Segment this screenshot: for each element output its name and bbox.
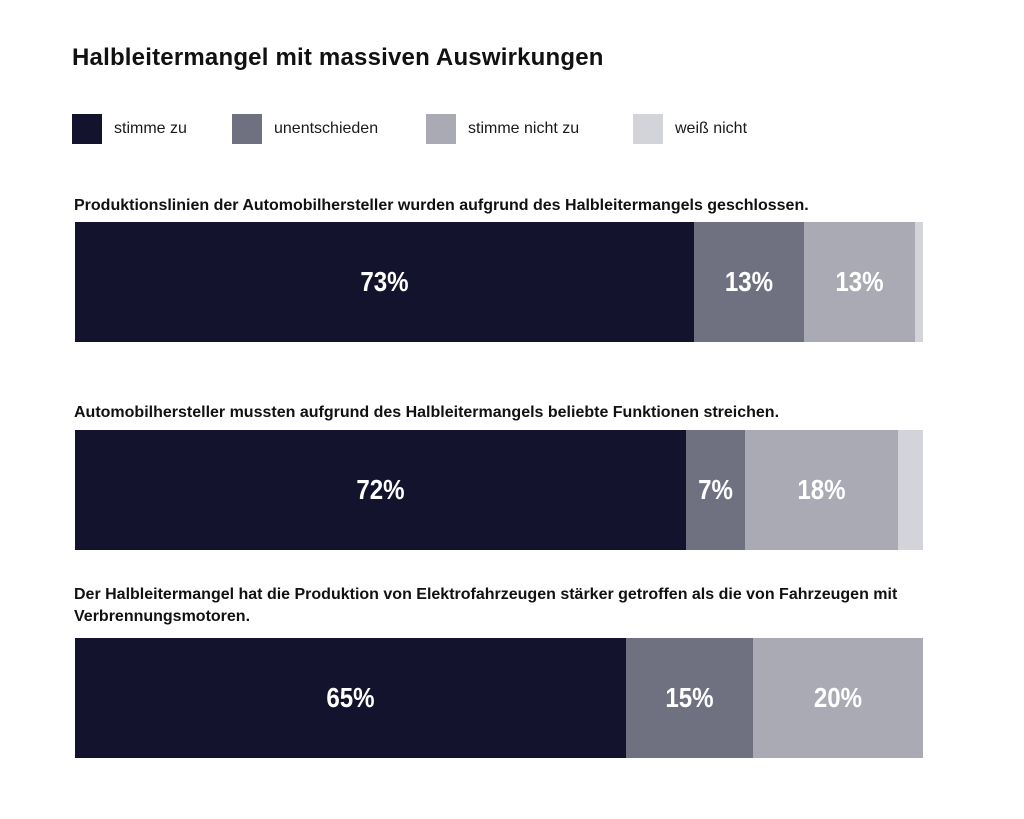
bar-segment-2-stimme-nicht-zu xyxy=(745,430,898,550)
stacked-bar-3: 65% 15% 20% xyxy=(75,638,923,758)
data-label-1-unentschieden: 13% xyxy=(724,266,774,297)
question-1: Produktionslinien der Automobilherstelle… xyxy=(74,197,809,214)
data-label-3-stimme-nicht-zu: 20% xyxy=(813,682,863,713)
bar-segment-3-stimme-zu xyxy=(75,638,626,758)
data-label-2-unentschieden: 7% xyxy=(698,474,733,505)
bar-segment-1-weiss-nicht xyxy=(915,222,923,342)
stacked-bar-1: 73% 13% 13% xyxy=(75,222,923,342)
data-label-2-stimme-nicht-zu: 18% xyxy=(797,474,846,505)
bar-segment-1-unentschieden xyxy=(694,222,804,342)
legend-swatch-stimme-zu xyxy=(72,114,102,144)
legend-swatch-stimme-nicht-zu xyxy=(426,114,456,144)
data-label-3-unentschieden: 15% xyxy=(665,682,714,713)
legend-swatch-weiss-nicht xyxy=(633,114,663,144)
data-label-1-stimme-zu: 73% xyxy=(360,266,409,297)
legend-label-stimme-nicht-zu: stimme nicht zu xyxy=(468,120,580,137)
question-2: Automobilhersteller mussten aufgrund des… xyxy=(74,404,780,421)
bar-segment-1-stimme-nicht-zu xyxy=(804,222,915,342)
bar-segment-2-stimme-zu xyxy=(75,430,686,550)
bar-segment-3-unentschieden xyxy=(626,638,753,758)
bar-segment-2-unentschieden xyxy=(686,430,745,550)
chart-title: Halbleitermangel mit massiven Auswirkung… xyxy=(72,44,604,71)
bar-segment-1-stimme-zu xyxy=(75,222,694,342)
bar-segment-3-stimme-nicht-zu xyxy=(753,638,923,758)
data-label-1-stimme-nicht-zu: 13% xyxy=(835,266,884,297)
legend-label-unentschieden: unentschieden xyxy=(274,120,379,137)
legend-label-weiss-nicht: weiß nicht xyxy=(675,120,748,137)
stacked-bar-2: 72% 7% 18% xyxy=(75,430,923,550)
bar-segment-2-weiss-nicht xyxy=(898,430,923,550)
legend-swatch-unentschieden xyxy=(232,114,262,144)
question-3: Der Halbleitermangel hat die Produktion … xyxy=(74,586,898,625)
data-label-3-stimme-zu: 65% xyxy=(326,682,375,713)
legend-label-stimme-zu: stimme zu xyxy=(114,120,187,137)
data-label-2-stimme-zu: 72% xyxy=(356,474,405,505)
